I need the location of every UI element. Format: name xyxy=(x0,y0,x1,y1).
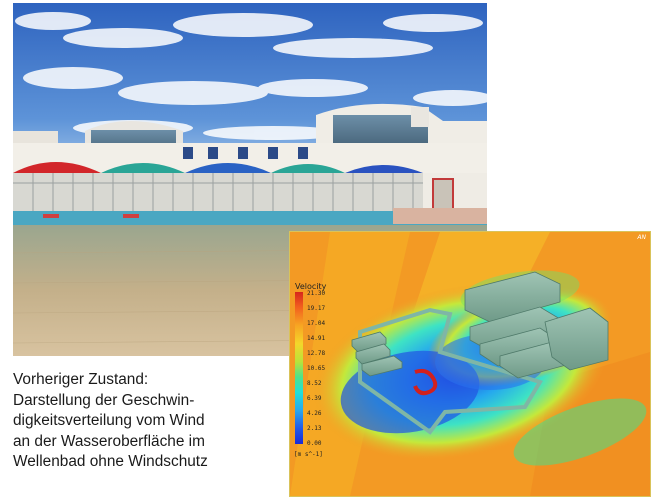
legend-tick: 14.91 xyxy=(307,335,326,342)
legend-tick: 0.00 xyxy=(307,440,322,447)
legend-tick: 17.04 xyxy=(307,320,326,327)
legend-tick: 10.65 xyxy=(307,365,326,372)
caption-line: an der Wasseroberfläche im xyxy=(13,432,205,450)
legend-tick: 4.26 xyxy=(307,410,322,417)
caption-line: Darstellung der Geschwin- xyxy=(13,391,195,409)
legend-color-bar xyxy=(295,292,303,444)
legend-tick: 6.39 xyxy=(307,395,322,402)
legend-unit: [m s^-1] xyxy=(294,451,323,458)
velocity-field xyxy=(290,232,650,496)
arch-teal-2 xyxy=(271,164,345,173)
legend-tick: 12.78 xyxy=(307,350,326,357)
caption-line: Wellenbad ohne Windschutz xyxy=(13,453,208,470)
building-blocks xyxy=(351,271,609,379)
legend-title: Velocity xyxy=(295,282,327,291)
glass-front xyxy=(13,173,487,211)
pool-outline xyxy=(358,307,544,435)
water-slide xyxy=(413,368,438,396)
legend-tick: 19.17 xyxy=(307,305,326,312)
velocity-simulation: Velocity 21.30 19.17 17.04 14.91 12.78 1… xyxy=(290,232,650,496)
legend-tick: 8.52 xyxy=(307,380,322,387)
arch-red xyxy=(13,162,101,173)
arch-blue xyxy=(185,163,271,173)
corner-logo-text: AN xyxy=(637,234,646,241)
caption-line: digkeitsverteilung vom Wind xyxy=(13,412,205,429)
pool-building-photo xyxy=(13,3,487,356)
caption-line: Vorheriger Zustand: xyxy=(13,371,149,388)
pool-building-illustration xyxy=(13,3,487,356)
clouds xyxy=(15,12,487,140)
figure-caption: Vorheriger Zustand: Darstellung der Gesc… xyxy=(13,370,283,473)
arch-blue-2 xyxy=(345,165,423,173)
legend-tick: 21.30 xyxy=(307,290,326,297)
legend-tick: 2.13 xyxy=(307,425,322,432)
arch-teal xyxy=(101,163,185,173)
